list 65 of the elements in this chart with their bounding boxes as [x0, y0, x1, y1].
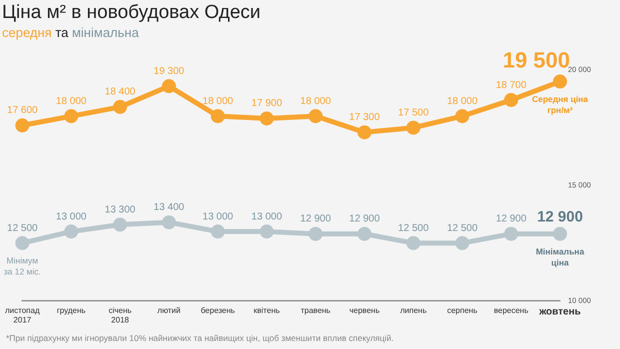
data-label: 12 900 — [537, 208, 583, 226]
annotation: Мінімальна ціна — [536, 246, 584, 268]
data-label: 13 400 — [154, 202, 185, 214]
data-label: 12 500 — [446, 222, 478, 234]
point — [553, 226, 567, 241]
data-label: 18 000 — [56, 96, 87, 107]
point — [210, 224, 225, 239]
data-label: 12 900 — [496, 214, 527, 225]
x-tick-label: травень — [300, 306, 330, 315]
data-label: 13 000 — [251, 211, 282, 222]
point — [455, 109, 470, 124]
point — [308, 109, 323, 124]
data-label: 18 000 — [202, 96, 234, 107]
x-tick-label: липень — [400, 306, 427, 315]
point — [308, 226, 323, 241]
data-label: 12 900 — [300, 214, 332, 225]
data-label: 12 500 — [398, 222, 430, 234]
chart-title: Ціна м² в новобудовах Одеси — [2, 2, 261, 24]
data-label: 13 000 — [56, 211, 87, 222]
point — [260, 111, 274, 126]
x-tick-label: листопад 2017 — [5, 306, 40, 324]
data-label: 17 500 — [398, 107, 430, 118]
data-label: 12 900 — [349, 214, 380, 225]
data-label: 18 000 — [446, 96, 478, 107]
chart-subtitle: середня та мінімальна — [2, 25, 139, 40]
point — [15, 118, 30, 132]
data-label: 13 000 — [202, 211, 234, 222]
point — [15, 236, 30, 250]
text: *При підрахунку ми ігнорували 10% найнижчих та найвищих цін, щоб зменшити вплив спекуляцій. — [6, 333, 394, 343]
point — [455, 236, 470, 250]
annotation: Середня ціна грн/м² — [532, 94, 588, 116]
data-label: 12 500 — [7, 222, 38, 234]
point — [64, 224, 78, 239]
data-label: 13 300 — [104, 204, 136, 216]
point — [210, 109, 225, 124]
point — [406, 236, 420, 250]
annotation: Мінімум за 12 міс. — [4, 256, 41, 277]
point — [357, 125, 372, 140]
data-label: 18 000 — [300, 96, 332, 107]
point — [504, 93, 518, 108]
x-tick-label: березень — [200, 306, 235, 315]
data-label: 18 700 — [496, 80, 527, 91]
point — [504, 226, 518, 241]
data-label: 18 400 — [104, 86, 136, 98]
point — [553, 74, 567, 89]
x-tick-label: січень 2018 — [108, 306, 132, 324]
x-tick-label: грудень — [56, 306, 86, 315]
x-tick-label: червень — [349, 306, 380, 315]
data-label: 19 300 — [154, 66, 185, 77]
point — [260, 224, 274, 239]
x-tick-label: квітень — [254, 306, 280, 315]
point — [162, 79, 176, 94]
x-tick-label: жовтень — [538, 306, 581, 318]
x-tick-label: вересень — [494, 306, 528, 315]
point — [64, 109, 78, 124]
point — [113, 218, 128, 232]
data-label: 17 600 — [7, 105, 38, 116]
point — [162, 215, 176, 230]
point — [357, 226, 372, 241]
x-tick-label: лютий — [157, 306, 180, 315]
data-label: 17 300 — [349, 112, 380, 124]
x-tick-label: серпень — [447, 306, 478, 315]
point — [406, 120, 420, 135]
data-label: 17 900 — [251, 98, 282, 110]
point — [113, 100, 128, 114]
